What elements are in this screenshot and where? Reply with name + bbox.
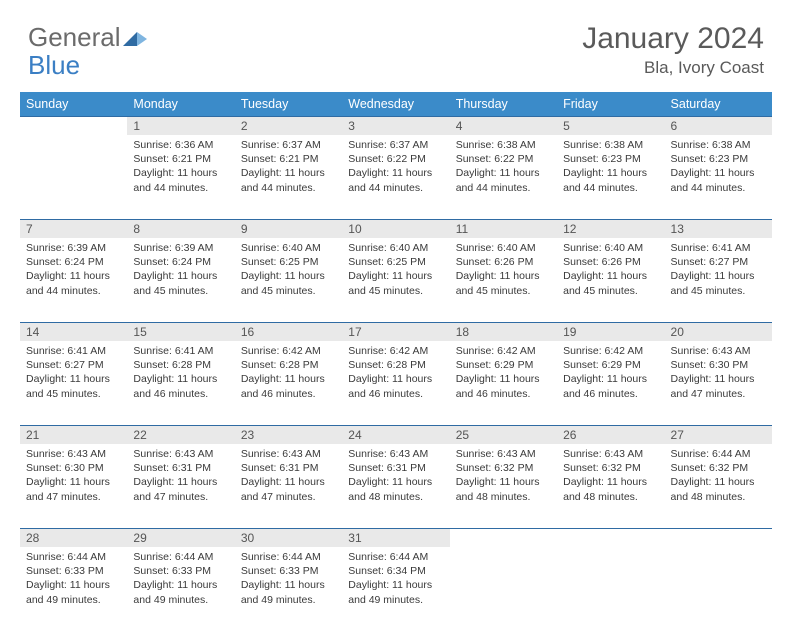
day-number: 18 [450,322,557,341]
day-number: 9 [235,219,342,238]
empty-day-cell [450,547,557,631]
day-cell: Sunrise: 6:38 AMSunset: 6:22 PMDaylight:… [450,135,557,201]
day-cell: Sunrise: 6:41 AMSunset: 6:28 PMDaylight:… [127,341,234,407]
empty-day-cell [557,547,664,631]
calendar-table: SundayMondayTuesdayWednesdayThursdayFrid… [20,92,772,631]
day-number: 27 [665,425,772,444]
day-cell: Sunrise: 6:39 AMSunset: 6:24 PMDaylight:… [20,238,127,304]
empty-day-cell [665,547,772,631]
weekday-header: Wednesday [342,92,449,116]
day-number: 10 [342,219,449,238]
calendar-body: 123456Sunrise: 6:36 AMSunset: 6:21 PMDay… [20,116,772,631]
day-cell: Sunrise: 6:36 AMSunset: 6:21 PMDaylight:… [127,135,234,201]
day-cell: Sunrise: 6:40 AMSunset: 6:25 PMDaylight:… [342,238,449,304]
daynum-row: 21222324252627 [20,425,772,444]
day-cell: Sunrise: 6:42 AMSunset: 6:28 PMDaylight:… [342,341,449,407]
day-cell: Sunrise: 6:43 AMSunset: 6:30 PMDaylight:… [665,341,772,407]
day-cell: Sunrise: 6:41 AMSunset: 6:27 PMDaylight:… [20,341,127,407]
day-number: 17 [342,322,449,341]
day-cell: Sunrise: 6:41 AMSunset: 6:27 PMDaylight:… [665,238,772,304]
weekday-header: Tuesday [235,92,342,116]
day-number: 16 [235,322,342,341]
logo: General [28,22,149,53]
day-cell: Sunrise: 6:37 AMSunset: 6:21 PMDaylight:… [235,135,342,201]
logo-text-2: Blue [28,50,80,81]
day-cell: Sunrise: 6:42 AMSunset: 6:28 PMDaylight:… [235,341,342,407]
day-number: 15 [127,322,234,341]
day-cell: Sunrise: 6:39 AMSunset: 6:24 PMDaylight:… [127,238,234,304]
day-number: 3 [342,116,449,135]
day-number: 5 [557,116,664,135]
day-number: 7 [20,219,127,238]
day-number: 24 [342,425,449,444]
logo-text-1: General [28,22,121,53]
day-number: 6 [665,116,772,135]
day-number: 8 [127,219,234,238]
daynum-row: 78910111213 [20,219,772,238]
empty-day-number [665,528,772,547]
day-number: 30 [235,528,342,547]
empty-day-number [20,116,127,135]
day-number: 14 [20,322,127,341]
day-cell: Sunrise: 6:40 AMSunset: 6:25 PMDaylight:… [235,238,342,304]
header: General January 2024 Bla, Ivory Coast [0,0,792,86]
title-block: January 2024 Bla, Ivory Coast [582,22,764,78]
day-number: 4 [450,116,557,135]
day-cell: Sunrise: 6:38 AMSunset: 6:23 PMDaylight:… [557,135,664,201]
weekday-header-row: SundayMondayTuesdayWednesdayThursdayFrid… [20,92,772,116]
day-cell: Sunrise: 6:43 AMSunset: 6:32 PMDaylight:… [557,444,664,510]
day-cell: Sunrise: 6:37 AMSunset: 6:22 PMDaylight:… [342,135,449,201]
day-number: 1 [127,116,234,135]
day-cell: Sunrise: 6:43 AMSunset: 6:31 PMDaylight:… [235,444,342,510]
day-number: 11 [450,219,557,238]
daynum-row: 123456 [20,116,772,135]
day-content-row: Sunrise: 6:43 AMSunset: 6:30 PMDaylight:… [20,444,772,528]
day-content-row: Sunrise: 6:36 AMSunset: 6:21 PMDaylight:… [20,135,772,219]
day-cell: Sunrise: 6:43 AMSunset: 6:31 PMDaylight:… [127,444,234,510]
day-cell: Sunrise: 6:43 AMSunset: 6:31 PMDaylight:… [342,444,449,510]
day-cell: Sunrise: 6:44 AMSunset: 6:33 PMDaylight:… [20,547,127,613]
empty-day-cell [20,135,127,219]
day-cell: Sunrise: 6:42 AMSunset: 6:29 PMDaylight:… [450,341,557,407]
day-number: 28 [20,528,127,547]
empty-day-number [450,528,557,547]
weekday-header: Friday [557,92,664,116]
day-cell: Sunrise: 6:38 AMSunset: 6:23 PMDaylight:… [665,135,772,201]
day-content-row: Sunrise: 6:41 AMSunset: 6:27 PMDaylight:… [20,341,772,425]
day-number: 23 [235,425,342,444]
weekday-header: Sunday [20,92,127,116]
day-cell: Sunrise: 6:44 AMSunset: 6:33 PMDaylight:… [127,547,234,613]
day-number: 12 [557,219,664,238]
day-cell: Sunrise: 6:43 AMSunset: 6:32 PMDaylight:… [450,444,557,510]
day-content-row: Sunrise: 6:39 AMSunset: 6:24 PMDaylight:… [20,238,772,322]
logo-icon [123,24,149,55]
day-number: 13 [665,219,772,238]
day-number: 29 [127,528,234,547]
day-number: 20 [665,322,772,341]
day-number: 2 [235,116,342,135]
day-number: 19 [557,322,664,341]
daynum-row: 28293031 [20,528,772,547]
day-cell: Sunrise: 6:43 AMSunset: 6:30 PMDaylight:… [20,444,127,510]
day-number: 22 [127,425,234,444]
daynum-row: 14151617181920 [20,322,772,341]
day-number: 31 [342,528,449,547]
day-number: 21 [20,425,127,444]
day-cell: Sunrise: 6:40 AMSunset: 6:26 PMDaylight:… [557,238,664,304]
day-cell: Sunrise: 6:42 AMSunset: 6:29 PMDaylight:… [557,341,664,407]
day-number: 25 [450,425,557,444]
empty-day-number [557,528,664,547]
day-cell: Sunrise: 6:44 AMSunset: 6:32 PMDaylight:… [665,444,772,510]
weekday-header: Monday [127,92,234,116]
day-number: 26 [557,425,664,444]
weekday-header: Saturday [665,92,772,116]
day-content-row: Sunrise: 6:44 AMSunset: 6:33 PMDaylight:… [20,547,772,631]
location: Bla, Ivory Coast [582,58,764,78]
weekday-header: Thursday [450,92,557,116]
day-cell: Sunrise: 6:44 AMSunset: 6:34 PMDaylight:… [342,547,449,613]
day-cell: Sunrise: 6:44 AMSunset: 6:33 PMDaylight:… [235,547,342,613]
month-title: January 2024 [582,22,764,56]
day-cell: Sunrise: 6:40 AMSunset: 6:26 PMDaylight:… [450,238,557,304]
